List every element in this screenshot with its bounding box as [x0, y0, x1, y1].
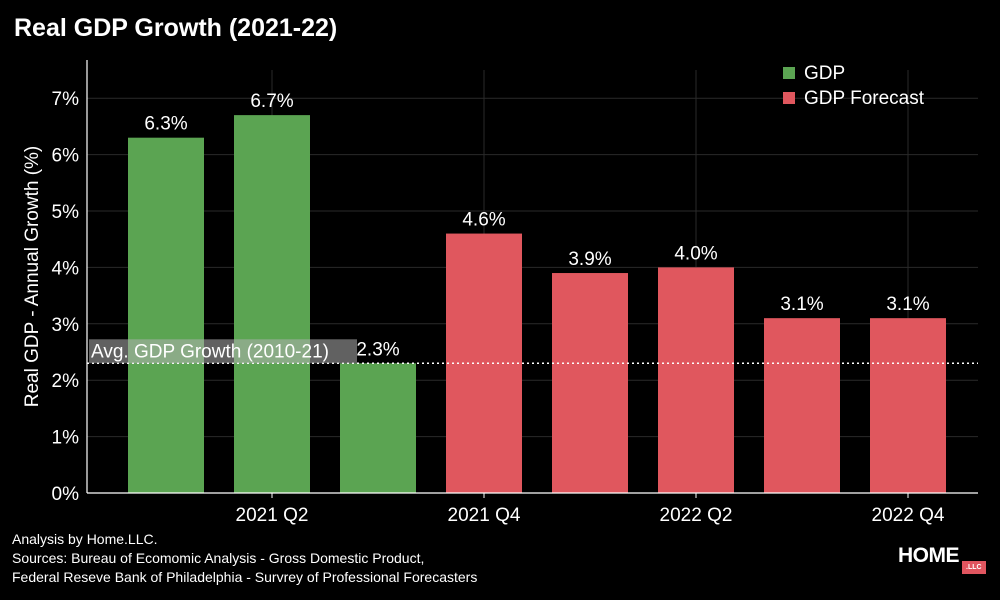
y-tick-label: 3%	[52, 315, 80, 336]
bar-value-label: 6.3%	[144, 114, 187, 135]
y-tick-label: 0%	[52, 484, 80, 505]
sources-line-2: Federal Reseve Bank of Philadelphia - Su…	[12, 569, 478, 585]
bar-2022-q3	[764, 318, 840, 493]
bar-value-label: 4.0%	[674, 243, 717, 264]
y-tick-label: 6%	[52, 146, 80, 167]
avg-growth-label: Avg. GDP Growth (2010-21)	[91, 341, 329, 362]
analysis-credit: Analysis by Home.LLC.	[12, 531, 158, 547]
bar-value-label: 4.6%	[462, 210, 505, 231]
bar-2022-q1	[552, 273, 628, 493]
x-tick-label: 2022 Q2	[660, 505, 733, 526]
avg-growth-label-box	[89, 339, 357, 364]
chart-title: Real GDP Growth (2021-22)	[14, 14, 338, 42]
bar-value-label: 6.7%	[250, 91, 293, 112]
y-tick-label: 7%	[52, 89, 80, 110]
bar-value-label: 3.1%	[780, 294, 823, 315]
home-llc-logo: HOME .LLC	[898, 544, 986, 574]
x-tick-label: 2021 Q4	[448, 505, 521, 526]
bar-2021-q2	[234, 115, 310, 494]
y-tick-label: 1%	[52, 428, 80, 449]
legend-label: GDP Forecast	[804, 88, 925, 109]
logo-badge: .LLC	[962, 561, 986, 574]
bar-2021-q3	[340, 363, 416, 493]
y-tick-label: 2%	[52, 371, 80, 392]
logo-text: HOME	[898, 544, 960, 567]
x-tick-label: 2022 Q4	[872, 505, 945, 526]
bar-value-label: 2.3%	[356, 339, 399, 360]
bar-value-label: 3.1%	[886, 294, 929, 315]
y-axis-label: Real GDP - Annual Growth (%)	[22, 146, 43, 408]
bar-2021-q1	[128, 137, 204, 493]
sources-line-1: Sources: Bureau of Ecomomic Analysis - G…	[12, 550, 425, 566]
bar-2022-q4	[870, 318, 946, 493]
x-tick-label: 2021 Q2	[236, 505, 309, 526]
y-tick-label: 4%	[52, 258, 80, 279]
legend-label: GDP	[804, 63, 845, 84]
bar-value-label: 3.9%	[568, 249, 611, 270]
legend-swatch	[783, 67, 795, 79]
y-tick-label: 5%	[52, 202, 80, 223]
legend-swatch	[783, 92, 795, 104]
bar-2022-q2	[658, 267, 734, 493]
